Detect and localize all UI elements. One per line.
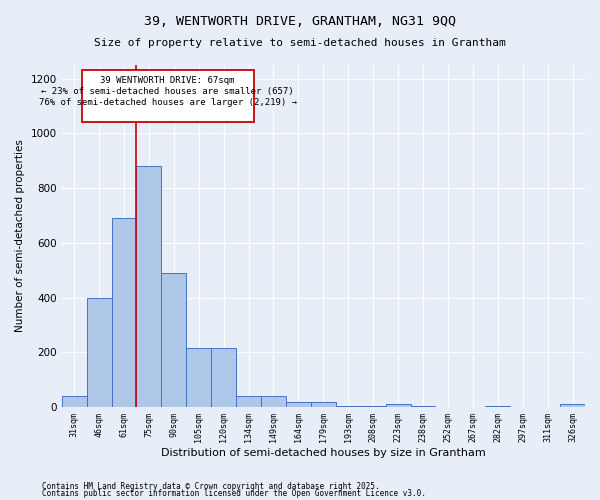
Bar: [136, 166, 161, 407]
Bar: [560, 404, 585, 407]
Bar: [112, 218, 136, 407]
Text: ← 23% of semi-detached houses are smaller (657): ← 23% of semi-detached houses are smalle…: [41, 88, 294, 96]
Bar: [361, 406, 386, 407]
Text: 76% of semi-detached houses are larger (2,219) →: 76% of semi-detached houses are larger (…: [38, 98, 296, 108]
Text: Contains HM Land Registry data © Crown copyright and database right 2025.: Contains HM Land Registry data © Crown c…: [42, 482, 380, 491]
Bar: [161, 273, 186, 407]
Text: Size of property relative to semi-detached houses in Grantham: Size of property relative to semi-detach…: [94, 38, 506, 48]
Text: 39 WENTWORTH DRIVE: 67sqm: 39 WENTWORTH DRIVE: 67sqm: [100, 76, 235, 86]
Y-axis label: Number of semi-detached properties: Number of semi-detached properties: [15, 140, 25, 332]
Bar: [186, 348, 211, 407]
Bar: [386, 404, 410, 407]
Bar: [410, 406, 436, 407]
Text: 39, WENTWORTH DRIVE, GRANTHAM, NG31 9QQ: 39, WENTWORTH DRIVE, GRANTHAM, NG31 9QQ: [144, 15, 456, 28]
Bar: [286, 402, 311, 407]
FancyBboxPatch shape: [82, 70, 254, 122]
Bar: [485, 406, 510, 407]
Bar: [62, 396, 86, 407]
Bar: [211, 348, 236, 407]
Bar: [311, 402, 336, 407]
Bar: [86, 298, 112, 407]
Bar: [336, 406, 361, 407]
Bar: [261, 396, 286, 407]
Bar: [236, 396, 261, 407]
X-axis label: Distribution of semi-detached houses by size in Grantham: Distribution of semi-detached houses by …: [161, 448, 486, 458]
Text: Contains public sector information licensed under the Open Government Licence v3: Contains public sector information licen…: [42, 489, 426, 498]
